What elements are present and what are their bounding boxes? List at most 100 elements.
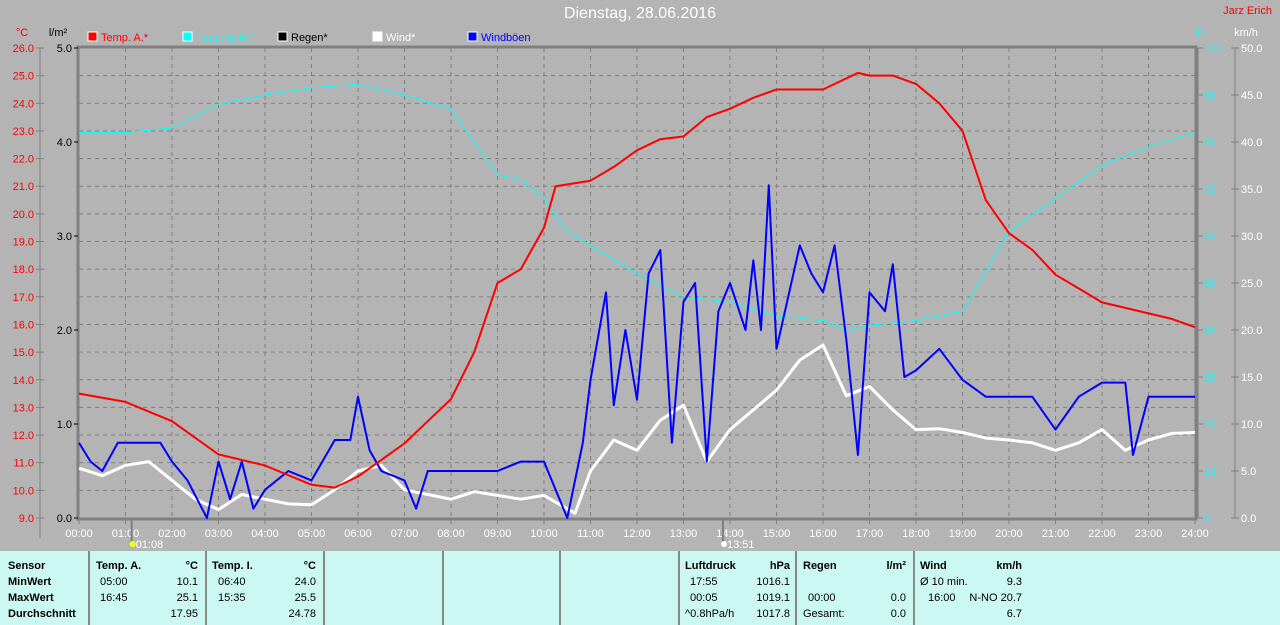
x-tick-label: 07:00 — [391, 528, 419, 540]
author-label: Jarz Erich — [1223, 5, 1272, 17]
wind-tick-label: 10.0 — [1241, 419, 1262, 431]
rain-axis-unit: l/m² — [49, 27, 68, 39]
humidity-tick-label: 20 — [1204, 419, 1216, 431]
rain-tick-label: 1.0 — [57, 419, 72, 431]
wind-tick-label: 5.0 — [1241, 466, 1256, 478]
sunrise-icon — [129, 541, 136, 547]
wind-tick-label: 40.0 — [1241, 137, 1262, 149]
temp-i-min: 24.0 — [294, 576, 316, 588]
pressure-max: 1019.1 — [756, 592, 790, 604]
statistics-panel: Sensor MinWert MaxWert Durchschnitt Temp… — [0, 551, 1280, 625]
wind-tick-label: 45.0 — [1241, 90, 1262, 102]
rain-total-label: Gesamt: — [803, 608, 845, 620]
legend-label: Feuchte A.* — [196, 32, 254, 44]
humidity-tick-label: 70 — [1204, 184, 1216, 196]
wind-unit: km/h — [996, 560, 1022, 572]
temp-i-max: 25.5 — [294, 592, 316, 604]
wind-tick-label: 35.0 — [1241, 184, 1262, 196]
rain-tick-label: 4.0 — [57, 137, 72, 149]
wind-tick-label: 30.0 — [1241, 231, 1262, 243]
temp-tick-label: 15.0 — [13, 347, 34, 359]
x-tick-label: 24:00 — [1181, 528, 1209, 540]
x-tick-label: 21:00 — [1042, 528, 1070, 540]
x-tick-label: 16:00 — [809, 528, 837, 540]
x-tick-label: 19:00 — [949, 528, 977, 540]
legend-label: Wind* — [386, 32, 416, 44]
x-tick-label: 03:00 — [205, 528, 233, 540]
wind-max-time: 16:00 — [928, 592, 956, 604]
x-tick-label: 11:00 — [577, 528, 604, 540]
wind-tick-label: 20.0 — [1241, 325, 1262, 337]
temp-tick-label: 10.0 — [13, 485, 34, 497]
x-tick-label: 06:00 — [344, 528, 372, 540]
rain-unit: l/m² — [886, 560, 906, 572]
humidity-tick-label: 30 — [1204, 372, 1216, 384]
temp-a-unit: °C — [185, 560, 198, 572]
x-tick-label: 04:00 — [251, 528, 279, 540]
wind-avg10-label: Ø 10 min. — [920, 576, 968, 588]
temp-a-min-time: 05:00 — [100, 576, 128, 588]
wind-tick-label: 25.0 — [1241, 278, 1262, 290]
series-line-feuchte-a — [79, 83, 1196, 331]
x-tick-label: 00:00 — [65, 528, 93, 540]
temp-axis-unit: °C — [16, 27, 28, 39]
pressure-avg: 1017.8 — [756, 608, 790, 620]
legend-swatch — [372, 31, 383, 42]
chart-title: Dienstag, 28.06.2016 — [563, 5, 717, 22]
x-tick-label: 08:00 — [437, 528, 465, 540]
humidity-tick-label: 60 — [1204, 231, 1216, 243]
temp-i-header: Temp. I. — [212, 560, 253, 572]
sensor-header: Sensor — [8, 560, 46, 572]
rain-max: 0.0 — [890, 592, 906, 604]
wind-max: N-NO 20.7 — [969, 592, 1022, 604]
x-tick-label: 17:00 — [856, 528, 884, 540]
temp-a-max: 25.1 — [176, 592, 198, 604]
legend-swatch — [467, 31, 478, 42]
rain-tick-label: 0.0 — [57, 513, 72, 525]
temp-tick-label: 11.0 — [13, 458, 34, 470]
temp-tick-label: 9.0 — [19, 513, 34, 525]
x-tick-label: 02:00 — [158, 528, 186, 540]
legend-label: Temp. A.* — [101, 32, 149, 44]
row-label-avg: Durchschnitt — [8, 608, 76, 620]
row-label-min: MinWert — [8, 576, 52, 588]
temp-tick-label: 22.0 — [13, 154, 34, 166]
temp-tick-label: 17.0 — [13, 292, 34, 304]
humidity-tick-label: 10 — [1204, 466, 1216, 478]
temp-tick-label: 24.0 — [13, 98, 34, 110]
humidity-tick-label: 100 — [1204, 43, 1222, 55]
x-tick-label: 09:00 — [484, 528, 512, 540]
legend-label: Windböen — [481, 32, 531, 44]
temp-tick-label: 23.0 — [13, 126, 34, 138]
weather-chart: °C 26.0 25.0 24.0 23.0 22.0 21.0 20.0 19.0 18.0 17… — [13, 27, 1263, 551]
humidity-axis-unit: % — [1195, 27, 1205, 39]
x-tick-label: 12:00 — [623, 528, 651, 540]
humidity-tick-label: 0 — [1204, 513, 1210, 525]
temp-a-min: 10.1 — [176, 576, 198, 588]
humidity-tick-label: 80 — [1204, 137, 1216, 149]
pressure-unit: hPa — [769, 560, 790, 572]
temp-i-min-time: 06:40 — [218, 576, 246, 588]
legend-label: Regen* — [291, 32, 328, 44]
temp-i-max-time: 15:35 — [218, 592, 246, 604]
pressure-min: 1016.1 — [756, 576, 790, 588]
wind-avg10: 9.3 — [1006, 576, 1022, 588]
temp-tick-label: 18.0 — [13, 264, 34, 276]
sun-marker-label: 13:51 — [727, 539, 755, 551]
series-line-wind — [78, 343, 1196, 515]
x-tick-label: 23:00 — [1135, 528, 1163, 540]
x-tick-label: 22:00 — [1088, 528, 1116, 540]
series-line-windböen — [78, 184, 1195, 519]
temp-tick-label: 20.0 — [13, 209, 34, 221]
pressure-header: Luftdruck — [685, 560, 736, 572]
temp-tick-label: 14.0 — [13, 375, 34, 387]
rain-tick-label: 2.0 — [57, 325, 72, 337]
sunset-icon — [721, 541, 728, 547]
temp-a-avg: 17.95 — [170, 608, 198, 620]
x-tick-label: 18:00 — [902, 528, 930, 540]
humidity-tick-label: 90 — [1204, 90, 1216, 102]
temp-i-unit: °C — [303, 560, 316, 572]
legend-swatch — [277, 31, 288, 42]
row-label-max: MaxWert — [8, 592, 54, 604]
temp-tick-label: 19.0 — [13, 237, 34, 249]
